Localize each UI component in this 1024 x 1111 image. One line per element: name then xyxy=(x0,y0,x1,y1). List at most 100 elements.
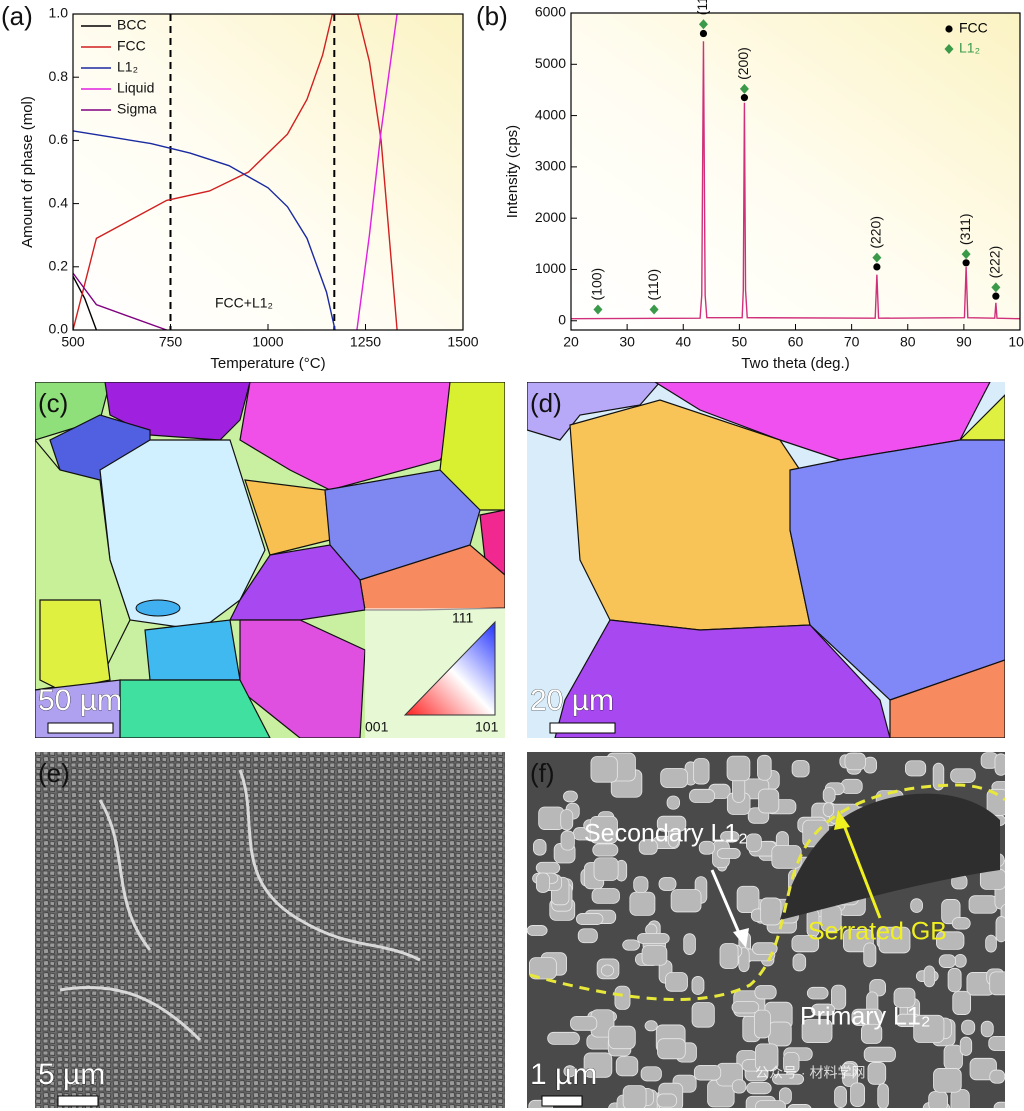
marker xyxy=(699,29,708,38)
marker xyxy=(698,19,708,30)
precipitate xyxy=(933,1068,962,1093)
precipitate xyxy=(860,1023,883,1044)
scale-bar xyxy=(549,722,616,734)
precipitate xyxy=(989,1069,1005,1084)
legend-label: FCC xyxy=(117,38,146,54)
y-tick-label: 4000 xyxy=(535,106,566,122)
ipf-key-label: 111 xyxy=(452,610,473,626)
precipitate xyxy=(644,1020,658,1032)
precipitate xyxy=(806,986,829,1000)
precipitate xyxy=(716,848,741,859)
precipitate xyxy=(570,1015,598,1031)
precipitate xyxy=(988,1035,1005,1051)
grain xyxy=(39,599,111,691)
precipitate xyxy=(791,760,810,778)
precipitate xyxy=(577,928,598,944)
x-tick-label: 1250 xyxy=(350,334,381,350)
annotation: Secondary L1₂ xyxy=(584,820,748,848)
precipitate xyxy=(947,967,962,993)
precipitate xyxy=(822,802,835,817)
precipitate xyxy=(968,895,998,914)
annotation: Serrated GB xyxy=(808,918,947,946)
plot-area xyxy=(73,14,398,330)
precipitate xyxy=(768,1021,792,1047)
precipitate xyxy=(993,1101,1005,1108)
chart: 500 750 1000 1250 1500 0.0 0.2 0.4 0.6 0.8 1.0 BCC F… xyxy=(1,1,479,372)
x-tick-label: 80 xyxy=(900,334,916,350)
precipitate xyxy=(670,889,702,913)
plot-area xyxy=(571,19,1020,320)
precipitate xyxy=(840,1062,857,1077)
peak-label: (222) xyxy=(987,246,1003,279)
precipitate xyxy=(754,985,777,1000)
y-tick-label: 0.8 xyxy=(49,68,69,84)
x-tick-label: 70 xyxy=(844,334,860,350)
x-tick-label: 50 xyxy=(732,334,748,350)
grain xyxy=(527,382,661,441)
precipitate xyxy=(590,756,618,783)
precipitate xyxy=(656,1093,678,1108)
precipitate xyxy=(527,925,548,936)
precipitate xyxy=(801,1019,833,1044)
precipitate xyxy=(593,857,619,881)
precipitate xyxy=(689,788,716,803)
precipitate xyxy=(995,916,1005,943)
ebsd-map-d xyxy=(527,382,1005,738)
precipitate xyxy=(698,840,715,855)
precipitate xyxy=(731,1079,747,1094)
grain-boundary-line xyxy=(529,783,1005,1001)
precipitate xyxy=(985,934,997,953)
sem-image-e xyxy=(35,752,505,1108)
precipitate xyxy=(563,790,578,803)
legend-label: L1₂ xyxy=(959,40,980,56)
precipitate xyxy=(986,788,1005,816)
line-series xyxy=(73,14,398,330)
precipitate xyxy=(844,752,866,771)
precipitate xyxy=(683,933,696,955)
ipf-key-label: 001 xyxy=(365,719,389,735)
precipitate xyxy=(928,1091,948,1108)
x-tick-label: 750 xyxy=(159,334,183,350)
scale-bar-label: 50 µm xyxy=(38,684,122,717)
scale-bar xyxy=(57,1095,99,1107)
grain xyxy=(889,659,1005,738)
arrow xyxy=(840,819,882,919)
grain xyxy=(554,619,891,738)
precipitate xyxy=(746,1082,772,1095)
precipitate xyxy=(563,1065,577,1078)
precipitate xyxy=(691,976,705,995)
line-series xyxy=(73,130,336,330)
precipitate xyxy=(850,1082,866,1107)
legend-label: Sigma xyxy=(117,101,157,117)
y-tick-label: 3000 xyxy=(535,158,566,174)
y-tick-label: 1.0 xyxy=(49,5,69,21)
precipitate xyxy=(529,957,557,980)
precipitate xyxy=(535,872,550,893)
precipitate xyxy=(994,753,1005,776)
x-tick-label: 40 xyxy=(675,334,691,350)
scale-bar xyxy=(47,722,114,734)
marker xyxy=(872,252,882,263)
precipitate xyxy=(932,762,945,791)
annotation: Primary L1₂ xyxy=(800,1003,931,1031)
x-tick-label: 100 xyxy=(1008,334,1024,350)
marker xyxy=(739,83,749,94)
precipitate xyxy=(692,758,710,785)
charts: 500 750 1000 1250 15000.00.20.40.60.81.0BCCF… xyxy=(1,0,1024,372)
precipitate xyxy=(622,939,640,951)
precipitate xyxy=(893,987,916,1008)
panel-label: (e) xyxy=(38,758,70,788)
precipitate xyxy=(560,809,574,831)
precipitate xyxy=(656,815,687,832)
legend-label: L1₂ xyxy=(117,59,138,75)
precipitate xyxy=(950,1089,970,1108)
line-series xyxy=(73,272,167,330)
precipitate xyxy=(660,768,688,788)
y-tick-label: 0.6 xyxy=(49,131,69,147)
precipitate xyxy=(923,965,936,988)
precipitate xyxy=(575,913,604,926)
precipitate xyxy=(878,926,911,954)
legend-label: Liquid xyxy=(117,80,154,96)
precipitate xyxy=(980,1020,994,1038)
